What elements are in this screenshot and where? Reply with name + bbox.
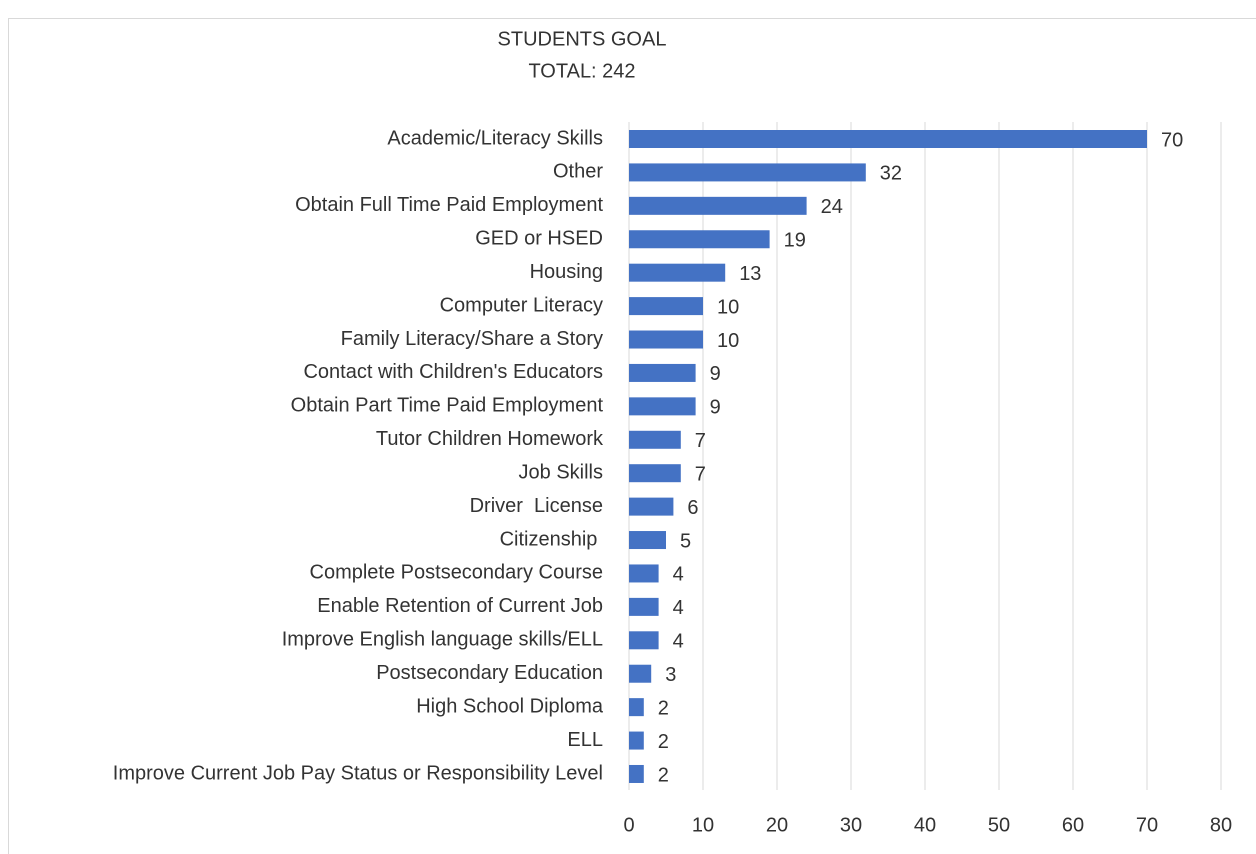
x-tick-label: 40 <box>914 814 936 836</box>
value-label: 7 <box>695 463 706 485</box>
bar <box>629 196 807 215</box>
x-tick-label: 20 <box>766 814 788 836</box>
value-label: 10 <box>717 296 739 318</box>
value-label: 4 <box>673 631 684 653</box>
y-tick-label: GED or HSED <box>475 228 603 250</box>
y-tick-label: Obtain Full Time Paid Employment <box>295 194 603 216</box>
y-tick-label: Driver License <box>470 495 603 517</box>
value-label: 3 <box>665 664 676 686</box>
bar <box>629 263 726 282</box>
x-tick-label: 10 <box>692 814 714 836</box>
y-tick-label: Improve English language skills/ELL <box>282 629 603 651</box>
value-label: 13 <box>739 263 761 285</box>
bar <box>629 564 659 583</box>
bar <box>629 764 644 783</box>
y-tick-label: Contact with Children's Educators <box>303 361 603 383</box>
value-label: 2 <box>658 697 669 719</box>
y-tick-label: Complete Postsecondary Course <box>310 562 603 584</box>
x-tick-label: 30 <box>840 814 862 836</box>
value-label: 32 <box>880 163 902 185</box>
bar <box>629 397 696 416</box>
bar <box>629 597 659 616</box>
y-tick-label: Family Literacy/Share a Story <box>341 328 603 350</box>
chart-title: STUDENTS GOAL <box>498 28 667 50</box>
y-tick-label: High School Diploma <box>416 695 604 717</box>
bar <box>629 297 703 316</box>
bar <box>629 330 703 349</box>
bar <box>629 731 644 750</box>
value-label: 9 <box>710 397 721 419</box>
value-label: 4 <box>673 564 684 586</box>
bar <box>629 497 674 516</box>
x-tick-label: 80 <box>1210 814 1232 836</box>
bar <box>629 230 770 249</box>
value-label: 6 <box>687 497 698 519</box>
chart-subtitle: TOTAL: 242 <box>528 60 635 82</box>
x-tick-label: 50 <box>988 814 1010 836</box>
y-tick-label: Improve Current Job Pay Status or Respon… <box>113 762 603 784</box>
x-tick-label: 60 <box>1062 814 1084 836</box>
value-label: 7 <box>695 430 706 452</box>
value-label: 5 <box>680 530 691 552</box>
value-label: 2 <box>658 731 669 753</box>
bar <box>629 130 1147 148</box>
y-tick-label: Academic/Literacy Skills <box>387 127 603 149</box>
x-tick-label: 0 <box>623 814 634 836</box>
y-tick-label: Citizenship <box>500 528 603 550</box>
value-label: 9 <box>710 363 721 385</box>
y-tick-label: Obtain Part Time Paid Employment <box>291 395 604 417</box>
bar <box>629 698 644 717</box>
value-label: 10 <box>717 330 739 352</box>
value-label: 19 <box>784 230 806 252</box>
value-label: 4 <box>673 597 684 619</box>
value-label: 24 <box>821 196 843 218</box>
y-tick-label: Other <box>553 161 603 183</box>
x-tick-label: 70 <box>1136 814 1158 836</box>
y-tick-label: Computer Literacy <box>440 294 603 316</box>
bar <box>629 531 666 550</box>
value-label: 2 <box>658 764 669 786</box>
bar <box>629 464 681 483</box>
bar <box>629 430 681 449</box>
bar <box>629 163 866 182</box>
bar <box>629 664 652 683</box>
y-tick-label: Enable Retention of Current Job <box>317 595 603 617</box>
y-tick-label: ELL <box>567 729 603 751</box>
bar <box>629 363 696 382</box>
y-tick-label: Job Skills <box>519 461 603 483</box>
bar <box>629 631 659 650</box>
y-tick-label: Tutor Children Homework <box>376 428 604 450</box>
y-tick-label: Housing <box>530 261 603 283</box>
value-label: 70 <box>1161 129 1183 151</box>
y-tick-label: Postsecondary Education <box>376 662 603 684</box>
